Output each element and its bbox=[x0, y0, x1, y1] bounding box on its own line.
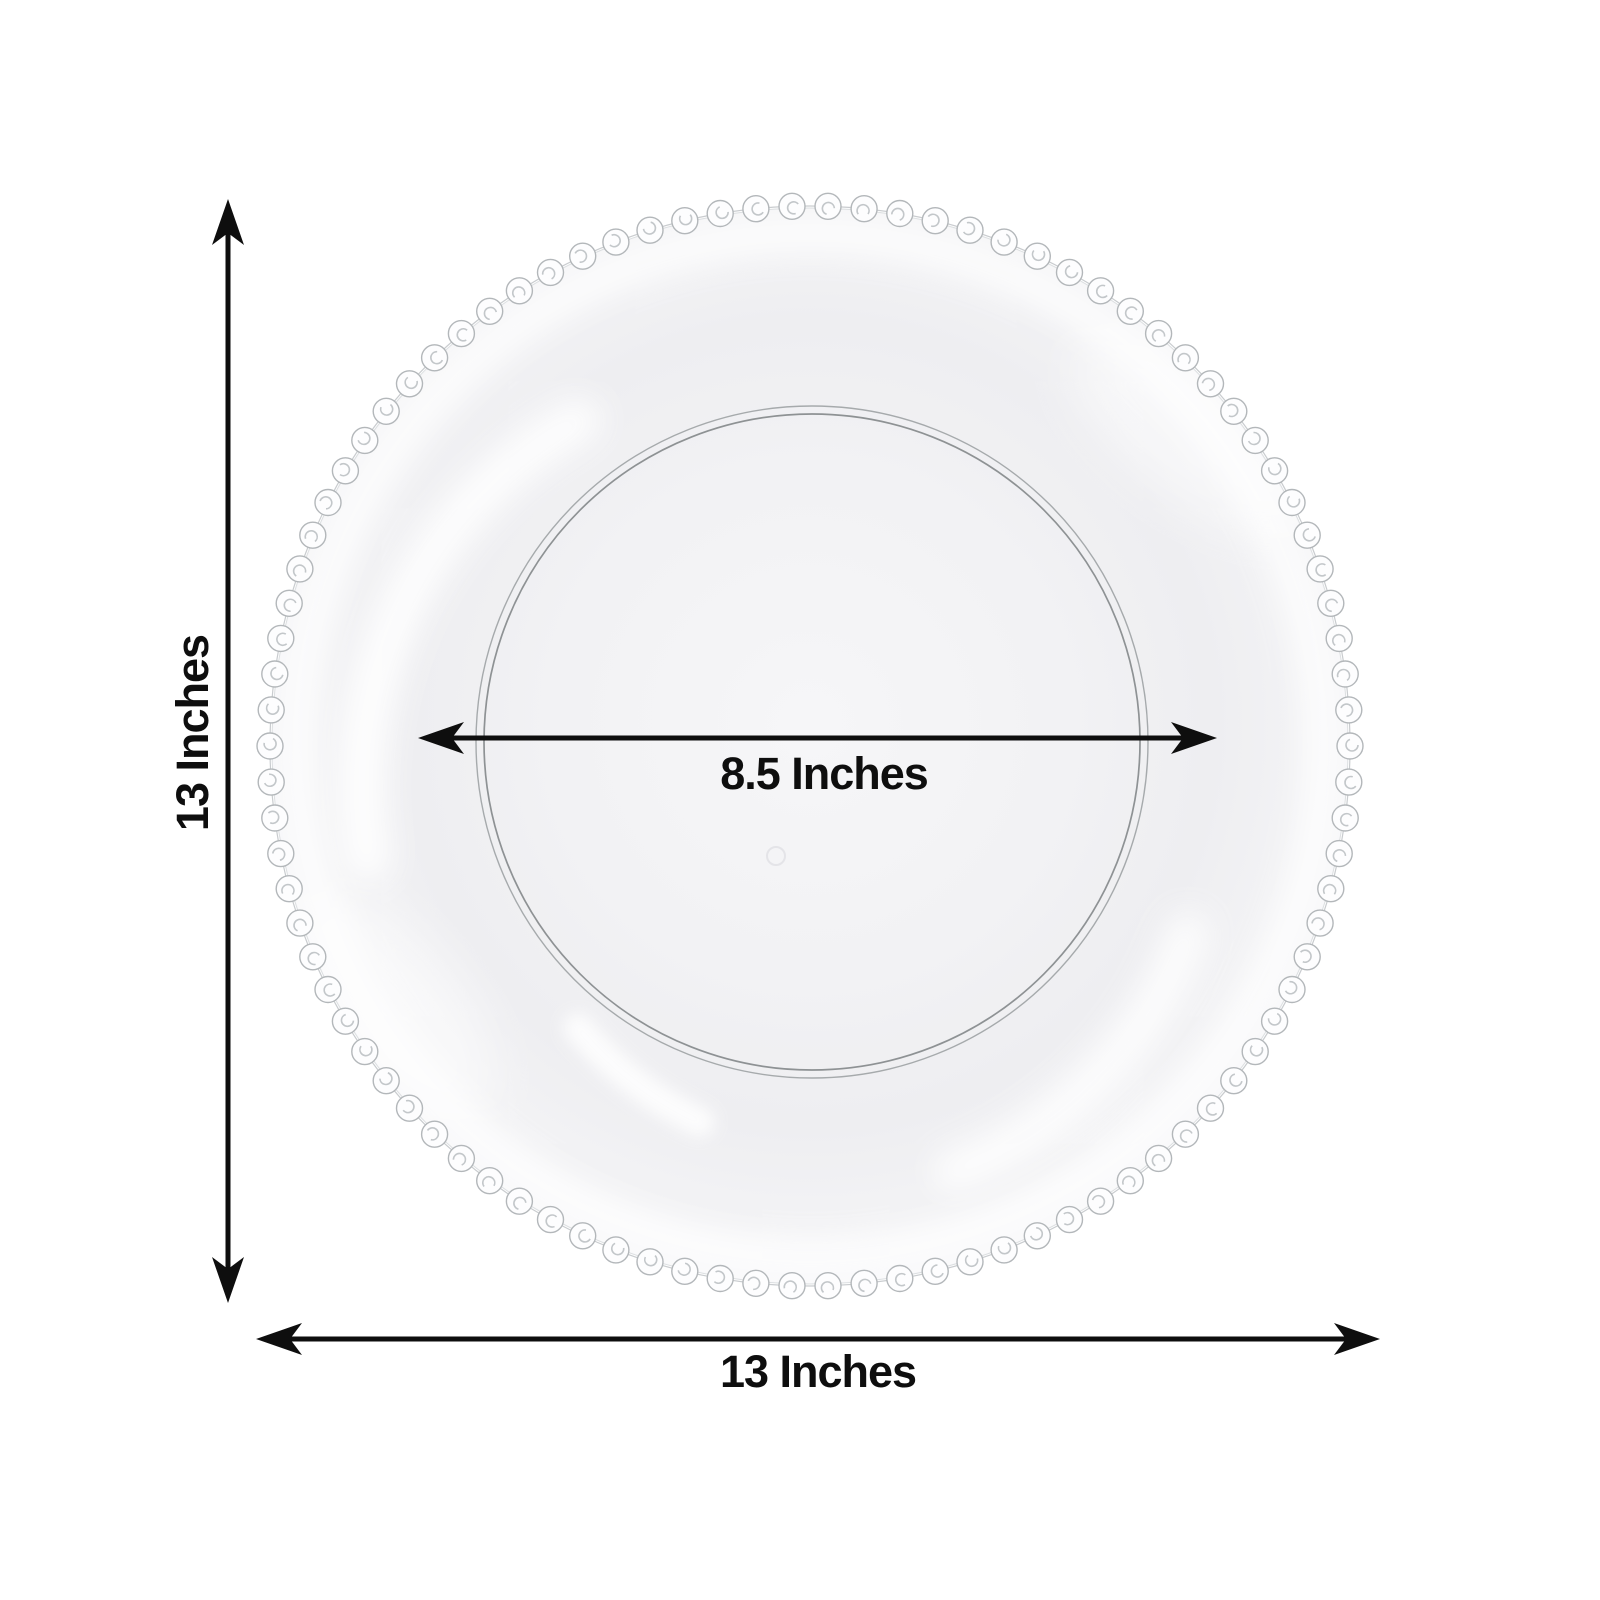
plate-inner-ring-inner bbox=[483, 413, 1141, 1071]
inner-diameter-label: 8.5 Inches bbox=[720, 748, 929, 799]
inner-diameter-arrow bbox=[418, 722, 1217, 754]
dimension-annotations bbox=[212, 199, 1380, 1355]
vertical-dimension-arrow bbox=[212, 199, 244, 1303]
outer-height-label: 13 Inches bbox=[167, 634, 218, 832]
charger-plate-image bbox=[256, 192, 1364, 1300]
outer-width-label: 13 Inches bbox=[719, 1346, 917, 1397]
plate-center-mark bbox=[766, 846, 786, 866]
horizontal-dimension-arrow bbox=[256, 1323, 1380, 1355]
beaded-rim bbox=[256, 192, 1364, 1300]
plate-inner-ring-outer bbox=[475, 405, 1149, 1079]
plate-highlights bbox=[281, 217, 1339, 1275]
